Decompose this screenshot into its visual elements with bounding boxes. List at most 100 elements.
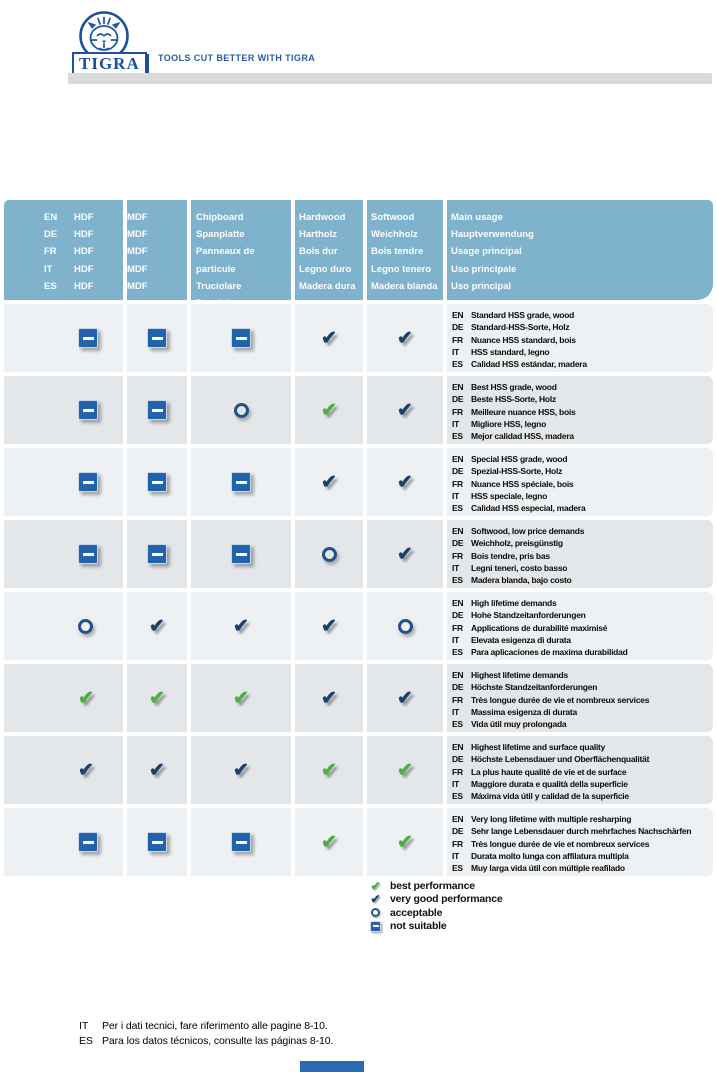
rating-cell: ✔	[4, 736, 123, 804]
usage-line: FR La plus haute qualité de vie et de sur…	[452, 766, 711, 778]
legend-item: ✔ very good performance	[368, 893, 502, 907]
usage-text: Elevata esigenza di durata	[471, 634, 571, 645]
header-label: MDF	[127, 229, 148, 241]
usage-text: Calidad HSS especial, madera	[471, 503, 586, 514]
language-code: FR	[452, 622, 463, 633]
usage-line: ES Vida útil muy prolongada	[452, 718, 711, 730]
header-label: HDF	[74, 263, 94, 275]
language-code: ES	[452, 863, 463, 874]
table-row: ✔ ✔ EN Best HSS grade, wood DE Beste HSS-Sort…	[4, 376, 713, 444]
rating-cell: ✔	[191, 592, 291, 660]
usage-line: FR Nuance HSS spéciale, bois	[452, 478, 711, 490]
rating-cell	[295, 520, 363, 588]
usage-line: ES Máxima vida útil y calidad de la super…	[452, 790, 711, 802]
best-performance-icon: ✔	[233, 687, 249, 709]
acceptable-icon	[397, 618, 413, 634]
very-good-performance-icon: ✔	[397, 471, 413, 493]
not-suitable-icon	[231, 328, 251, 348]
minus-bar	[235, 840, 247, 844]
best-performance-icon: ✔	[149, 687, 165, 709]
language-code: EN	[452, 454, 464, 464]
language-code: IT	[452, 706, 460, 717]
rating-cell: ✔	[367, 808, 443, 876]
header-label: Uso principal	[451, 280, 512, 292]
usage-line: FR Meilleure nuance HSS, bois	[452, 406, 711, 418]
header-label: Chipboard	[196, 212, 244, 223]
usage-text: Très longue durée de vie et nombreux ser…	[471, 694, 650, 705]
very-good-performance-icon: ✔	[397, 327, 413, 349]
legend: ✔ best performance ✔ very good performance a…	[368, 879, 503, 933]
usage-text: Meilleure nuance HSS, bois	[471, 406, 576, 417]
language-code: EN	[452, 310, 464, 320]
language-code: FR	[452, 550, 463, 561]
usage-text: Special HSS grade, wood	[471, 454, 568, 464]
main-usage-cell: EN Special HSS grade, wood DE Spezial-HSS-S…	[447, 448, 713, 516]
header-cell-hardwood: Hardwood Hartholz Bois dur Legno duro Madera…	[295, 200, 363, 300]
not-suitable-icon	[231, 544, 251, 564]
acceptable-icon	[78, 618, 93, 634]
rating-cell	[191, 808, 291, 876]
not-suitable-icon	[231, 832, 251, 852]
minus-bar	[151, 408, 163, 412]
language-code: FR	[452, 406, 463, 417]
language-code: DE	[452, 610, 464, 621]
table-row: ✔ EN Softwood, low price demands DE Weichhol…	[4, 520, 713, 588]
header-cell-chipboard: Chipboard Spanplatte Panneaux de particule…	[191, 200, 291, 326]
header-label: Hauptverwendung	[451, 229, 534, 241]
usage-line: IT HSS speciale, legno	[452, 490, 711, 502]
legend-label: best performance	[390, 879, 475, 892]
very-good-performance-icon: ✔	[370, 892, 381, 907]
usage-line: DE Höchste Lebensdauer und Oberflächenqua…	[452, 753, 711, 765]
table-row: ✔ ✔ ✔ EN High lifetime demands DE Hohe Standze…	[4, 592, 713, 660]
not-suitable-icon	[147, 400, 167, 420]
language-code: FR	[452, 766, 463, 777]
language-code: ES	[44, 280, 57, 292]
usage-line: IT Migliore HSS, legno	[452, 418, 711, 430]
very-good-performance-icon: ✔	[321, 471, 337, 493]
main-usage-cell: EN High lifetime demands DE Hohe Standzeita…	[447, 592, 713, 660]
header-label: MDF	[127, 246, 148, 258]
usage-text: Höchste Lebensdauer und Oberflächenquali…	[471, 754, 650, 765]
table-row: ✔ ✔ ✔ ✔ ✔ EN Highest lifetime demands DE Höchste…	[4, 664, 713, 732]
legend-icon-box: ✔	[368, 893, 383, 905]
language-code: IT	[452, 562, 460, 573]
header-label: MDF	[127, 280, 148, 292]
rating-cell	[127, 304, 187, 372]
acceptable-icon	[233, 402, 249, 418]
main-usage-cell: EN Very long lifetime with multiple resha…	[447, 808, 713, 876]
minus-bar	[235, 552, 247, 556]
not-suitable-icon	[78, 832, 98, 852]
header-label: Softwood	[371, 212, 415, 223]
usage-text: Bois tendre, pris bas	[471, 550, 550, 561]
usage-line: DE Sehr lange Lebensdauer durch mehrfache…	[452, 825, 711, 837]
rating-cell	[191, 376, 291, 444]
usage-line: DE Weichholz, preisgünstig	[452, 537, 711, 549]
language-code: DE	[452, 466, 464, 477]
usage-text: Para aplicaciones de maxima durabilidad	[471, 647, 628, 658]
not-suitable-icon	[78, 472, 98, 492]
usage-line: IT HSS standard, legno	[452, 346, 711, 358]
usage-text: Mejor calidad HSS, madera	[471, 431, 574, 442]
usage-text: La plus haute qualité de vie et de surfa…	[471, 766, 627, 777]
not-suitable-icon	[78, 328, 98, 348]
table-row: ✔ ✔ EN Special HSS grade, wood DE Spezial-HSS…	[4, 448, 713, 516]
language-code: EN	[452, 382, 464, 392]
very-good-performance-icon: ✔	[233, 615, 249, 637]
language-code: DE	[452, 538, 464, 549]
very-good-performance-icon: ✔	[321, 615, 337, 637]
header-label: Madera blanda	[371, 280, 438, 292]
language-code: FR	[452, 478, 463, 489]
rating-cell: ✔	[367, 304, 443, 372]
header-label: Truciolare	[196, 280, 242, 292]
usage-text: Máxima vida útil y calidad de la superfi…	[471, 791, 629, 802]
rating-cell	[127, 448, 187, 516]
rating-cell	[4, 592, 123, 660]
language-code: IT	[452, 490, 460, 501]
rating-cell: ✔	[295, 448, 363, 516]
main-usage-cell: EN Softwood, low price demands DE Weichholz…	[447, 520, 713, 588]
language-code: ES	[79, 1035, 93, 1047]
usage-line: ES Mejor calidad HSS, madera	[452, 430, 711, 442]
very-good-performance-icon: ✔	[149, 615, 165, 637]
page-bottom-tab	[300, 1061, 364, 1072]
language-code: ES	[452, 575, 463, 586]
